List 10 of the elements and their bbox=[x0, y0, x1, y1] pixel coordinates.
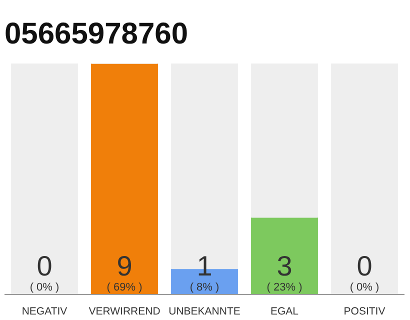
x-tick-label: POSITIV bbox=[344, 306, 386, 318]
data-label: 3 ( 23% ) bbox=[266, 250, 302, 294]
x-tick-label: EGAL bbox=[270, 306, 299, 318]
data-label: 9 ( 69% ) bbox=[106, 250, 142, 294]
x-tick-label: VERWIRREND bbox=[88, 306, 161, 318]
x-tick-label: UNBEKANNTE bbox=[168, 306, 240, 318]
chart-title: 05665978760 bbox=[4, 18, 188, 50]
data-label: 0 ( 0% ) bbox=[30, 250, 60, 294]
x-tick-label: NEGATIV bbox=[22, 306, 68, 318]
data-label: 0 ( 0% ) bbox=[350, 250, 380, 294]
